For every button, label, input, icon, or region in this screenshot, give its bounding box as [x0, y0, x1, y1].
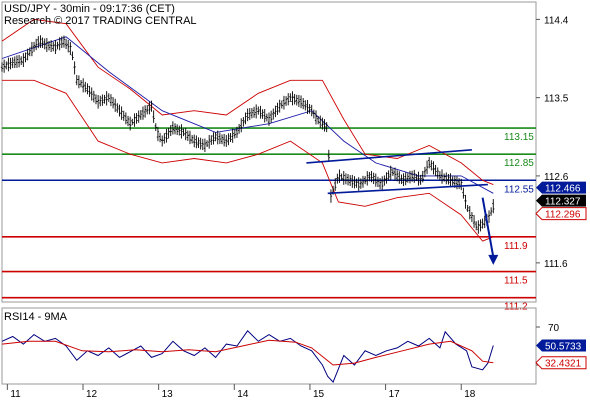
- rsi-title: RSI14 - 9MA: [4, 311, 68, 323]
- price-badge-value: 112.327: [545, 197, 581, 208]
- price-badge-shape: [535, 207, 587, 221]
- price-y-tick-label: 111.6: [544, 259, 568, 270]
- rsi-badge-value: 32.4321: [545, 359, 582, 370]
- rsi-badge-red: 32.4321: [535, 356, 587, 370]
- x-tick-label: 11: [10, 389, 21, 400]
- rsi-badge-blue: 50.5733: [536, 339, 586, 352]
- channel-lines: [306, 149, 488, 195]
- level-label-111.5: 111.5: [504, 276, 528, 287]
- level-label-112.55: 112.55: [504, 184, 534, 195]
- price-badge-red: 112.296: [535, 207, 587, 221]
- price-badge-black: 112.327: [536, 194, 586, 208]
- price-badge-blue: 112.466: [536, 181, 586, 195]
- price-badge-value: 112.466: [545, 184, 581, 195]
- x-tick-label: 18: [464, 389, 476, 400]
- copyright-note: Research © 2017 TRADING CENTRAL: [4, 15, 197, 27]
- rsi-panel-frame: [1, 307, 537, 385]
- price-panel-frame: [1, 1, 537, 303]
- date-x-axis: 11 12 13 14 15 17 18: [6, 384, 476, 400]
- channel-lower-line: [327, 183, 488, 195]
- x-tick-label: 15: [313, 389, 325, 400]
- x-tick-label: 12: [86, 389, 98, 400]
- bollinger-lower-line: [2, 79, 494, 242]
- forecast-arrow-head: [488, 254, 499, 265]
- price-badge-shape: [536, 181, 586, 194]
- price-y-tick-label: 114.4: [544, 15, 569, 26]
- rsi-badge-shape: [536, 339, 586, 352]
- price-badge-shape: [536, 194, 586, 207]
- x-tick-label: 17: [389, 389, 401, 400]
- x-tick-label: 13: [162, 389, 174, 400]
- level-lines: 113.15 112.85 112.55 111.9 111.5 111.2: [2, 127, 536, 313]
- rsi-badge-shape: [535, 356, 587, 370]
- rsi-line: [1, 330, 494, 384]
- level-label-111.9: 111.9: [504, 241, 528, 252]
- channel-upper-line: [306, 149, 472, 164]
- price-y-tick-label: 113.5: [544, 94, 569, 105]
- rsi-badges: 50.5733 32.4321: [535, 339, 587, 370]
- price-y-tick-label: 112.6: [544, 172, 569, 183]
- chart-title: USD/JPY - 30min - 09:17:36 (CET): [4, 3, 175, 15]
- price-bars: [0, 35, 495, 234]
- rsi-ma-line: [1, 339, 494, 366]
- level-label-111.2: 111.2: [504, 302, 528, 313]
- price-y-axis: 114.4 113.5 112.6 111.6: [536, 15, 569, 270]
- level-label-112.85: 112.85: [504, 158, 534, 169]
- x-tick-label: 14: [237, 389, 249, 400]
- rsi-y-tick-label: 70: [548, 323, 560, 334]
- rsi-badge-value: 50.5733: [545, 341, 582, 352]
- forecast-arrow-shaft: [481, 197, 495, 258]
- forecast-arrow: [481, 197, 499, 265]
- moving-average-line: [1, 36, 494, 194]
- price-badges: 112.466 112.327 112.296: [535, 181, 587, 221]
- price-badge-value: 112.296: [545, 210, 581, 221]
- bollinger-upper-line: [1, 18, 494, 186]
- indicator-lines: [1, 18, 494, 242]
- level-label-113.15: 113.15: [504, 132, 534, 143]
- rsi-lines: [1, 330, 494, 384]
